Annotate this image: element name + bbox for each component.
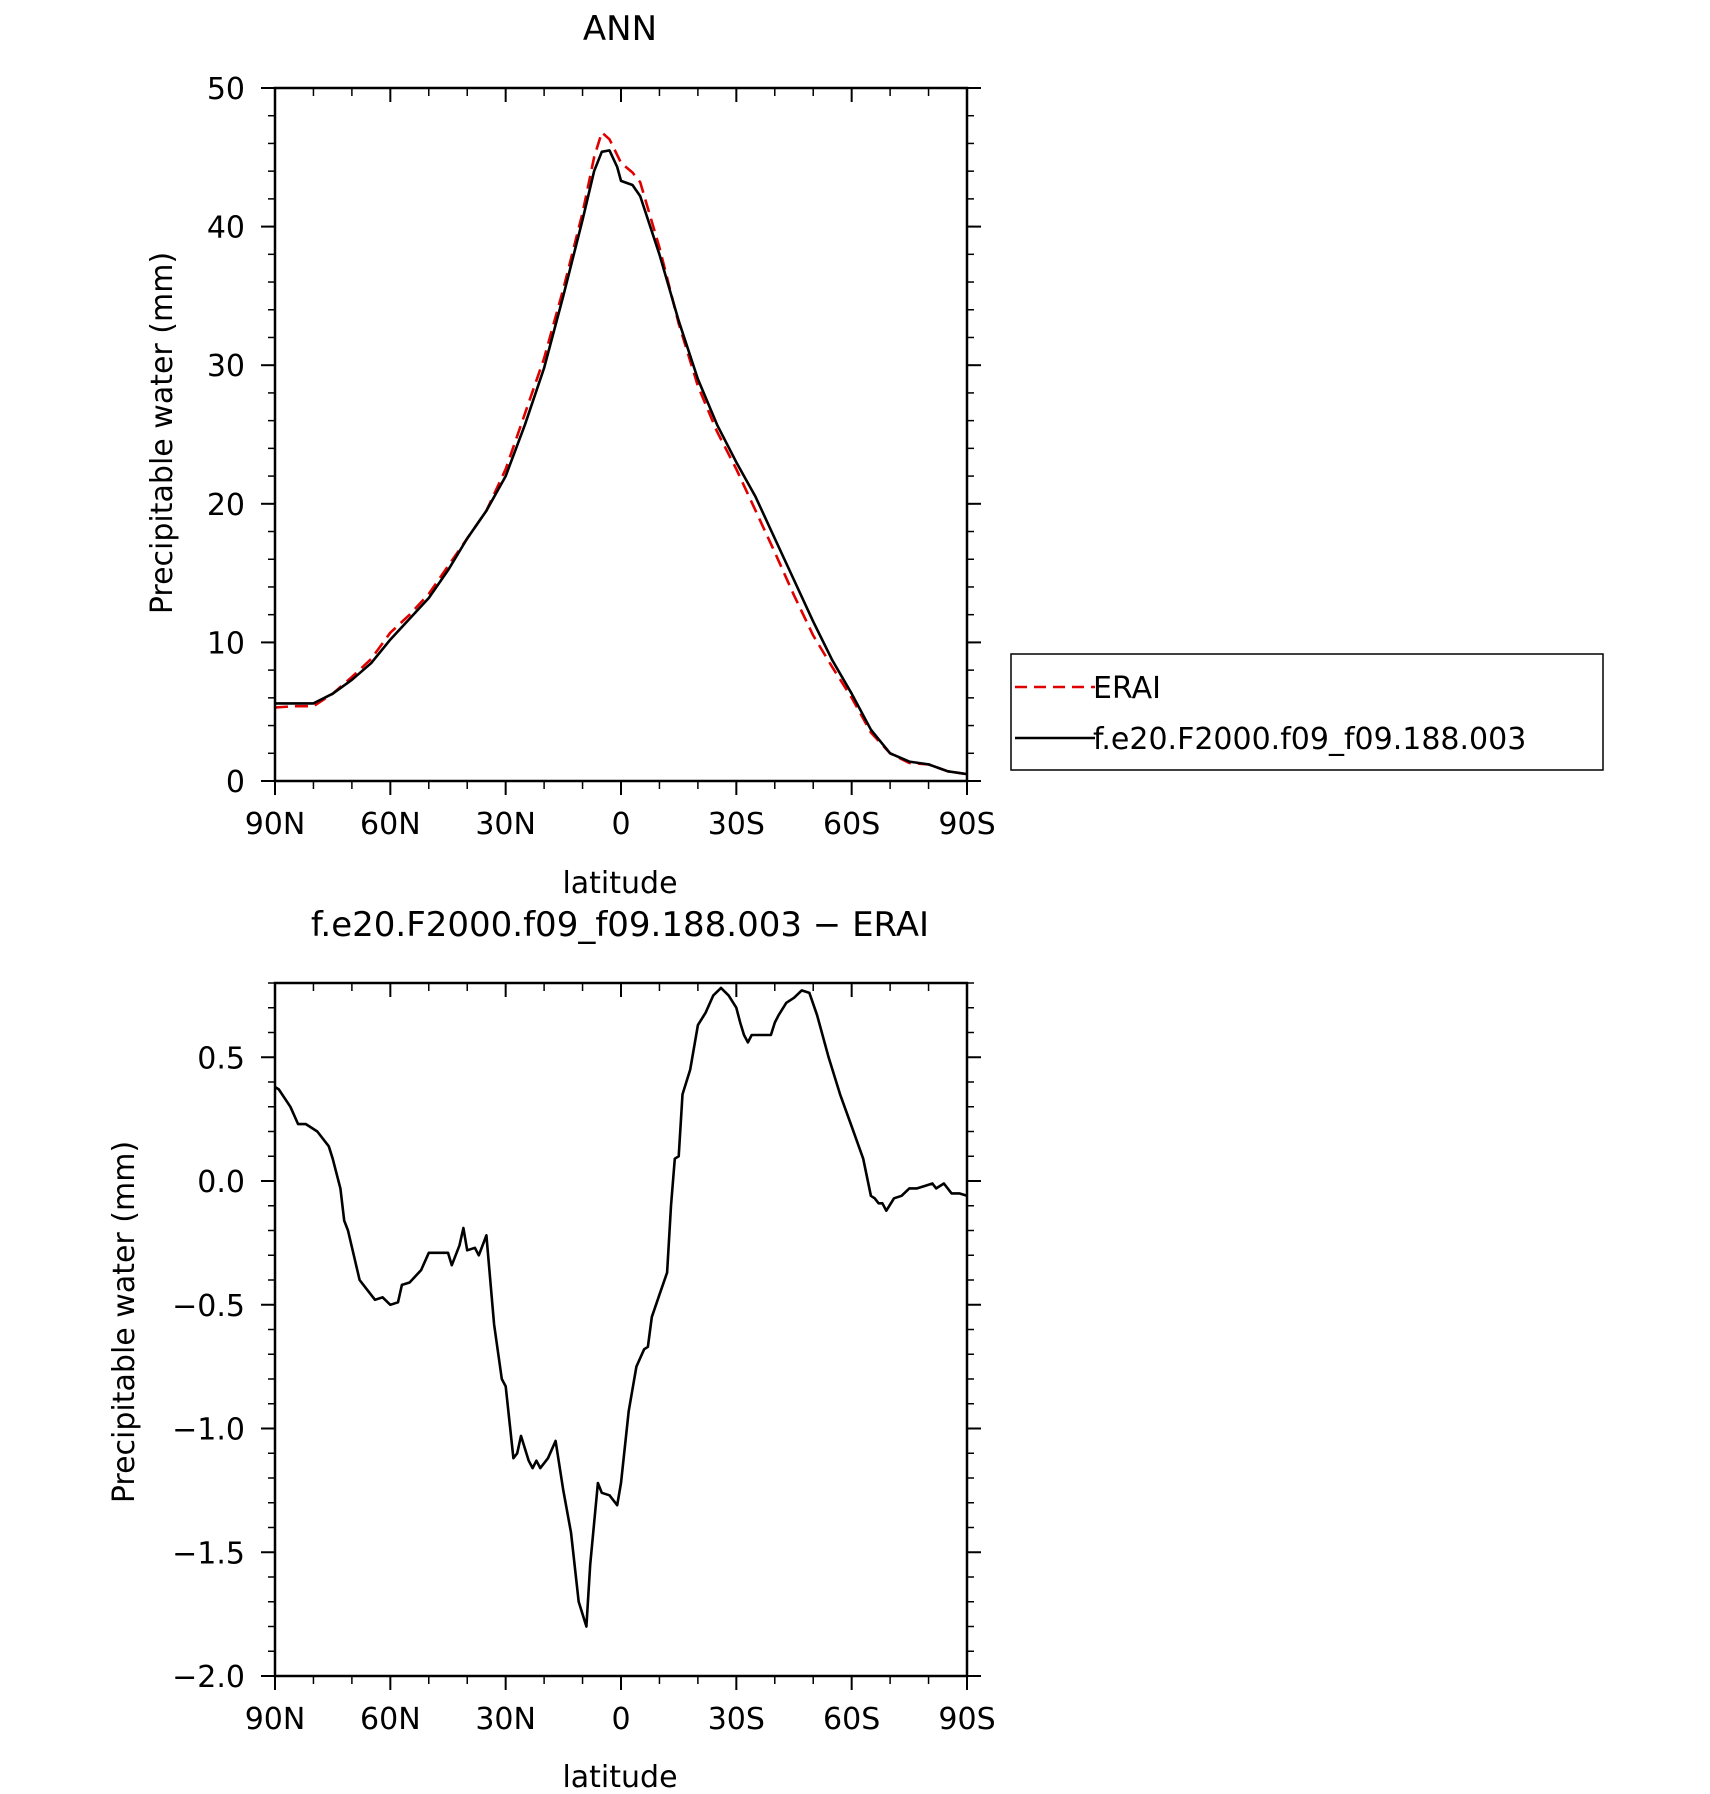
series-line-0-1 [275, 149, 968, 776]
bottom-y-axis-label: Precipitable water (mm) [107, 1141, 142, 1503]
y-tick-label: 40 [207, 211, 245, 246]
x-tick-label: 60N [360, 1702, 421, 1737]
x-tick-label: 60S [823, 807, 880, 842]
bottom-series-group [274, 986, 968, 1628]
legend: ERAI f.e20.F2000.f09_f09.188.003 [1010, 653, 1604, 771]
y-tick-label: 20 [207, 488, 245, 523]
x-tick-label: 90S [938, 807, 995, 842]
y-tick-label: 50 [207, 72, 245, 107]
y-tick-label: 10 [207, 626, 245, 661]
x-tick-label: 30S [708, 807, 765, 842]
x-tick-label: 60S [823, 1702, 880, 1737]
x-tick-label: 90N [245, 807, 306, 842]
x-tick-label: 0 [611, 807, 630, 842]
y-tick-label: −2.0 [172, 1660, 245, 1695]
top-chart-title: ANN [583, 9, 657, 49]
bottom-panel: f.e20.F2000.f09_f09.188.003 − ERAI 90N 60… [107, 905, 996, 1794]
x-tick-label: 30N [475, 1702, 536, 1737]
bottom-tick-labels: 90N 60N 30N 0 30S 60S 90S 0.5 0.0 −0.5 −1.0 −1.5 −2.… [172, 1041, 995, 1737]
legend-label-erai: ERAI [1093, 671, 1161, 706]
y-tick-label: 0 [226, 765, 245, 800]
y-tick-label: 0.5 [197, 1041, 245, 1076]
x-tick-label: 90N [245, 1702, 306, 1737]
top-tick-labels: 90N 60N 30N 0 30S 60S 90S 0 10 20 30 40 50 [207, 72, 996, 842]
x-tick-label: 30S [708, 1702, 765, 1737]
x-tick-label: 90S [938, 1702, 995, 1737]
top-panel: ANN 90N 60N 30N 0 30S 60S 90S 0 10 20 30 40 50 latit… [145, 9, 1604, 901]
legend-box [1010, 653, 1604, 771]
y-tick-label: −0.5 [172, 1289, 245, 1324]
y-tick-label: −1.0 [172, 1413, 245, 1448]
y-tick-label: 0.0 [197, 1165, 245, 1200]
legend-label-model: f.e20.F2000.f09_f09.188.003 [1093, 722, 1526, 757]
top-plot-frame [273, 86, 969, 783]
x-tick-label: 60N [360, 807, 421, 842]
top-x-axis-label: latitude [562, 866, 677, 901]
bottom-x-axis-label: latitude [562, 1760, 677, 1794]
top-series-group [274, 131, 968, 776]
top-y-axis-label: Precipitable water (mm) [145, 252, 180, 614]
series-line-1-0 [274, 986, 968, 1628]
x-tick-label: 0 [611, 1702, 630, 1737]
bottom-ticks [261, 982, 981, 1690]
bottom-chart-title: f.e20.F2000.f09_f09.188.003 − ERAI [311, 905, 929, 945]
y-tick-label: 30 [207, 349, 245, 384]
series-line-0-0 [274, 131, 968, 776]
bottom-plot-frame [273, 981, 969, 1678]
x-tick-label: 30N [475, 807, 536, 842]
y-tick-label: −1.5 [172, 1536, 245, 1571]
top-ticks [261, 87, 981, 795]
